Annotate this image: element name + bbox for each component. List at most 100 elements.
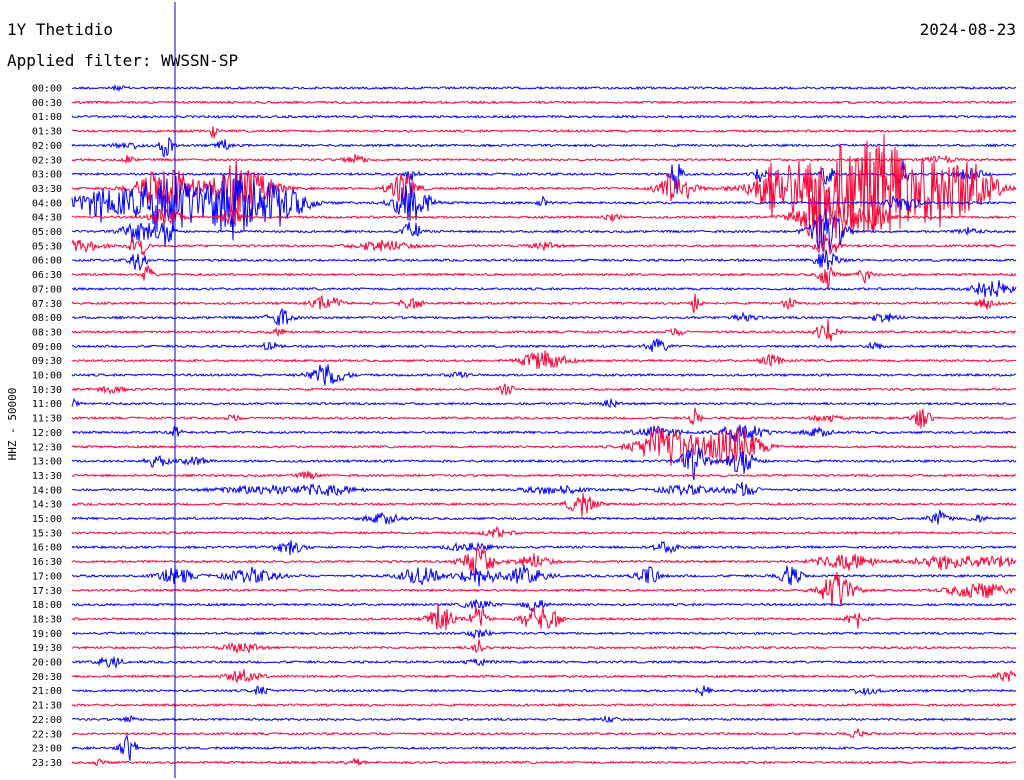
time-label: 09:00 [32,342,62,353]
time-label: 15:30 [32,528,62,539]
time-label: 03:30 [32,184,62,195]
trace-row [71,397,1017,409]
time-label: 21:00 [32,686,62,697]
trace-row [71,599,1017,612]
trace-row [71,233,1017,257]
filter-label: Applied filter: WWSSN-SP [7,51,238,70]
trace-row [71,714,1017,724]
time-label: 12:30 [32,442,62,453]
time-label: 16:30 [32,557,62,568]
time-label: 22:30 [32,729,62,740]
trace-row [71,338,1017,352]
trace-row [71,407,1017,429]
trace-row [71,280,1017,298]
trace-row [71,100,1017,105]
time-label: 15:00 [32,514,62,525]
trace-row [71,318,1016,342]
trace-row [71,264,1017,290]
time-label: 18:00 [32,600,62,611]
time-label: 17:30 [32,586,62,597]
time-label: 23:30 [32,758,62,769]
trace-row [71,447,1017,481]
trace-row [71,153,1017,165]
trace-row [71,208,1016,253]
trace-row [71,307,1017,326]
trace-row [71,734,1017,761]
time-label: 08:30 [32,327,62,338]
time-label: 04:30 [32,213,62,224]
time-label: 10:00 [32,371,62,382]
time-label: 00:00 [32,84,62,95]
time-label: 05:30 [32,241,62,252]
trace-row [71,728,1017,739]
trace-row [71,493,1017,517]
trace-row [71,603,1017,631]
trace-row [71,526,1017,538]
trace-row [71,471,1017,480]
time-label: 07:00 [32,284,62,295]
time-label: 02:30 [32,155,62,166]
trace-row [71,293,1017,314]
trace-row [71,173,1017,241]
time-label: 19:30 [32,643,62,654]
time-label: 14:00 [32,485,62,496]
time-labels: 00:00 00:30 01:00 01:30 02:00 02:30 03:00 03:30… [32,84,62,769]
trace-row [71,546,1017,576]
time-label: 22:00 [32,715,62,726]
time-label: 03:00 [32,170,62,181]
trace-row [71,249,1017,271]
time-label: 04:00 [32,198,62,209]
trace-row [71,114,1017,119]
time-label: 17:00 [32,571,62,582]
trace-row [71,134,1017,234]
time-label: 20:00 [32,658,62,669]
time-label: 06:00 [32,256,62,267]
trace-row [72,424,1017,443]
trace-row [71,187,1017,244]
time-label: 05:00 [32,227,62,238]
time-label: 10:30 [32,385,62,396]
trace-row [72,628,1017,640]
trace-row [71,383,1017,396]
trace-row [71,481,1017,497]
time-label: 09:30 [32,356,62,367]
time-label: 01:30 [32,127,62,138]
trace-row [71,350,1017,370]
seismic-traces [71,83,1017,767]
time-label: 00:30 [32,98,62,109]
trace-row [71,702,1017,708]
time-label: 12:00 [32,428,62,439]
time-label: 21:30 [32,701,62,712]
trace-row [71,426,1017,466]
channel-axis-label: HHZ - 50000 [6,388,19,461]
date-label: 2024-08-23 [920,20,1016,39]
time-label: 11:30 [32,414,62,425]
trace-row [71,669,1017,684]
time-label: 23:00 [32,744,62,755]
time-label: 01:00 [32,112,62,123]
trace-row [71,685,1017,697]
trace-row [72,83,1017,93]
time-label: 02:00 [32,141,62,152]
time-label: 14:30 [32,500,62,511]
station-title: 1Y Thetidio [7,20,113,39]
time-label: 11:00 [32,399,62,410]
time-label: 13:00 [32,457,62,468]
time-label: 16:00 [32,543,62,554]
trace-row [71,757,1017,767]
trace-row [71,364,1017,386]
trace-row [71,540,1017,556]
time-label: 20:30 [32,672,62,683]
trace-row [71,137,1017,159]
time-label: 06:30 [32,270,62,281]
trace-row [71,565,1017,587]
trace-row [71,639,1017,655]
time-label: 19:00 [32,629,62,640]
trace-row [71,126,1017,139]
time-label: 18:30 [32,614,62,625]
time-label: 13:30 [32,471,62,482]
trace-row [71,571,1017,607]
time-label: 08:00 [32,313,62,324]
trace-row [71,509,1017,526]
